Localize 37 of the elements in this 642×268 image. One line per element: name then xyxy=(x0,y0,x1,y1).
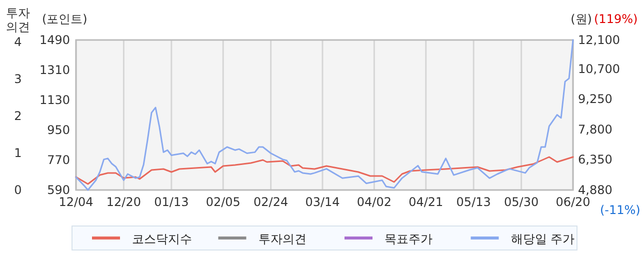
y-tick-label: 950 xyxy=(47,123,70,137)
y-axis-title: (포인트) xyxy=(42,12,88,26)
x-tick-label: 06/20 xyxy=(556,195,590,209)
text: (119%) xyxy=(594,12,638,26)
y3-tick-label: 1 xyxy=(14,146,22,160)
y2-tick-label: 4,880 xyxy=(578,183,612,197)
y2-tick-label: 6,350 xyxy=(578,152,612,166)
text: (-11%) xyxy=(600,203,640,217)
y2-tick-label: 10,700 xyxy=(578,62,620,76)
x-tick-label: 02/05 xyxy=(206,195,240,209)
y2-tick-label: 12,100 xyxy=(578,33,620,47)
y3-tick-label: 4 xyxy=(14,34,22,49)
y3-tick-label: 3 xyxy=(14,72,22,86)
y-tick-label: 1130 xyxy=(39,93,70,107)
y-tick-label: 1490 xyxy=(39,33,70,47)
y-tick-label: 590 xyxy=(47,183,70,197)
y-tick-label: 1310 xyxy=(39,63,70,77)
x-tick-label: 05/30 xyxy=(504,195,539,209)
legend-label: 목표주가 xyxy=(384,232,432,246)
y2-axis-title: (원) xyxy=(570,12,592,26)
y3-axis-title: 투자의견 xyxy=(6,6,30,34)
x-tick-label: 04/21 xyxy=(408,195,444,209)
x-tick-label: 03/14 xyxy=(305,195,340,209)
y2-tick-label: 7,800 xyxy=(578,122,612,136)
legend-label: 해당일 주가 xyxy=(510,232,575,246)
y3-tick-label: 2 xyxy=(14,108,22,123)
x-tick-label: 05/13 xyxy=(456,195,491,209)
y3-tick-label: 0 xyxy=(14,183,22,197)
x-tick-label: 04/02 xyxy=(356,195,392,209)
y2-tick-label: 9,250 xyxy=(578,92,612,106)
x-tick-label: 12/04 xyxy=(58,195,94,209)
x-tick-label: 01/13 xyxy=(154,195,189,209)
legend-label: 코스닥지수 xyxy=(132,232,192,246)
y-tick-label: 770 xyxy=(47,153,70,167)
x-tick-label: 12/20 xyxy=(106,195,142,209)
legend-label: 투자의견 xyxy=(258,232,306,246)
x-tick-label: 02/24 xyxy=(254,195,288,209)
